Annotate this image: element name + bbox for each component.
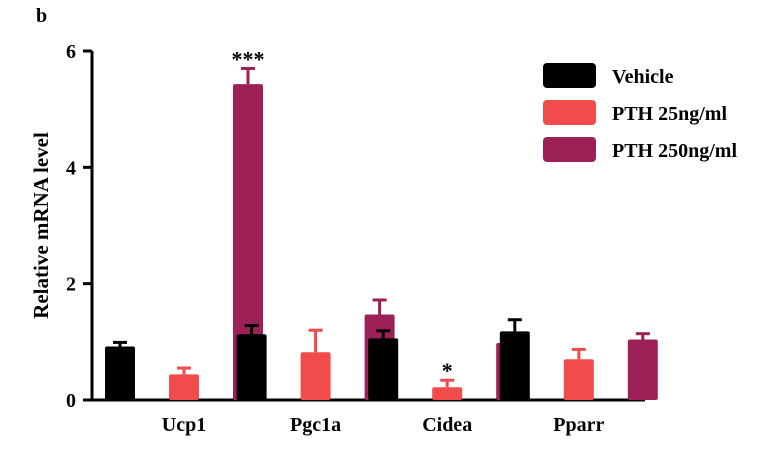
y-tick-label: 0 [66, 390, 76, 412]
bar-pparr-2 [627, 339, 658, 400]
bar-pparr-1 [563, 359, 594, 400]
y-tick-label: 4 [66, 157, 76, 179]
legend-label: PTH 25ng/ml [612, 103, 727, 125]
bar-ucp1-2 [233, 84, 263, 400]
legend-swatch [543, 63, 596, 88]
legend-swatch [543, 137, 596, 162]
bar-pgc1a-0 [236, 334, 267, 400]
x-tick-label: Pparr [553, 414, 604, 436]
bars: **** [105, 46, 658, 400]
significance-label: * [442, 358, 453, 383]
legend-label: Vehicle [612, 66, 674, 88]
panel-label: b [36, 5, 47, 27]
bar-ucp1-1 [169, 374, 199, 400]
bar-cidea-1 [432, 387, 463, 400]
bar-cidea-0 [368, 338, 399, 400]
legend-swatch [543, 100, 596, 125]
bar-ucp1-0 [105, 346, 135, 400]
x-tick-label: Pgc1a [290, 414, 341, 436]
legend-label: PTH 250ng/ml [612, 140, 737, 162]
significance-label: *** [232, 46, 265, 71]
bar-pparr-0 [499, 331, 530, 400]
x-tick-label: Ucp1 [162, 414, 206, 436]
bar-pgc1a-1 [300, 352, 331, 400]
legend: Vehicle PTH 25ng/ml PTH 250ng/ml [543, 63, 737, 162]
y-tick-label: 6 [66, 41, 76, 63]
x-tick-label: Cidea [422, 414, 472, 436]
y-axis-title: Relative mRNA level [29, 132, 53, 319]
y-tick-label: 2 [66, 274, 76, 296]
